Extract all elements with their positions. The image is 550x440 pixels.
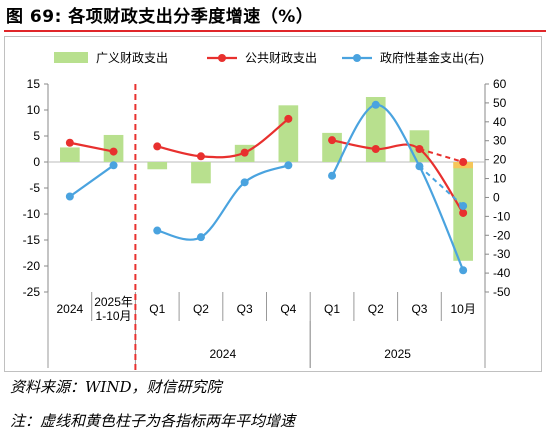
category-label: 1-10月 [96,309,132,323]
right-tick-label: -10 [493,209,511,223]
category-label: Q1 [324,302,340,316]
public-line-point [371,145,380,153]
fund-line-average-dash [418,165,464,207]
legend-label: 公共财政支出 [245,51,317,65]
bar [191,162,211,184]
public-line-point [65,138,74,147]
right-tick-label: -50 [493,285,511,299]
right-tick-label: 40 [493,115,507,129]
left-tick-label: 15 [27,77,41,91]
left-tick-label: 0 [33,155,40,169]
right-tick-label: 50 [493,96,507,110]
public-line-point [153,142,162,151]
chart-title: 图 69: 各项财政支出分季度增速（%） [6,7,314,27]
category-label: 2024 [56,302,83,316]
fund-line-point [328,171,337,180]
legend-label: 广义财政支出 [96,51,168,65]
group-label: 2024 [209,347,236,361]
right-tick-label: -20 [493,228,511,242]
public-line [157,117,290,159]
left-tick-label: 5 [33,129,40,143]
left-tick-label: -10 [23,207,41,221]
legend-marker [353,54,361,62]
legend-marker [218,54,226,62]
right-tick-label: 10 [493,172,507,186]
right-tick-label: 20 [493,153,507,167]
category-label: 10月 [450,302,475,316]
public-line-average-point [459,158,468,166]
public-line-point [459,208,468,217]
public-line-average-dash [419,148,464,163]
category-label: Q3 [411,302,427,316]
category-label: Q1 [149,302,165,316]
source-note: 资料来源：WIND，财信研究院 [10,378,222,396]
public-line-point [196,152,205,161]
left-tick-label: -20 [23,259,41,273]
right-tick-label: 30 [493,134,507,148]
category-label: Q2 [368,302,384,316]
category-label: Q4 [280,302,296,316]
bar [60,147,80,162]
legend-label: 政府性基金支出(右) [380,50,484,65]
bar [278,105,299,162]
group-label: 2025 [384,347,411,361]
left-tick-label: 10 [27,103,41,117]
public-line-point [284,114,293,123]
title-rule [4,30,546,32]
fund-line-point [196,233,205,242]
category-label: Q3 [237,302,253,316]
right-tick-label: 60 [493,77,507,91]
right-tick-label: -30 [493,247,511,261]
public-line-point [109,147,118,156]
left-tick-label: -25 [23,285,41,299]
fund-line-point [153,226,162,235]
left-tick-label: -5 [29,181,40,195]
fund-line [69,164,115,198]
public-line [69,141,114,153]
fund-line-point [371,100,380,109]
bar [147,162,168,170]
fund-line-point [109,161,118,170]
category-label: Q2 [193,302,209,316]
fund-line [331,103,465,271]
fund-line-point [240,178,249,187]
right-tick-label: 0 [493,190,500,204]
public-line [331,139,465,214]
category-label: 2025年 [94,295,133,309]
fund-line-point [65,192,74,201]
public-line-point [328,136,337,145]
chart-frame [4,36,542,372]
footnote: 注：虚线和黄色柱子为各指标两年平均增速 [10,412,296,430]
fund-line [156,164,289,241]
bar [365,97,386,162]
fund-line-point [459,266,468,275]
fund-line-average-point [459,201,468,210]
fund-line-point [284,161,293,170]
right-tick-label: -40 [493,266,511,280]
left-tick-label: -15 [23,233,41,247]
public-line-point [240,148,249,157]
legend-swatch [54,52,88,63]
